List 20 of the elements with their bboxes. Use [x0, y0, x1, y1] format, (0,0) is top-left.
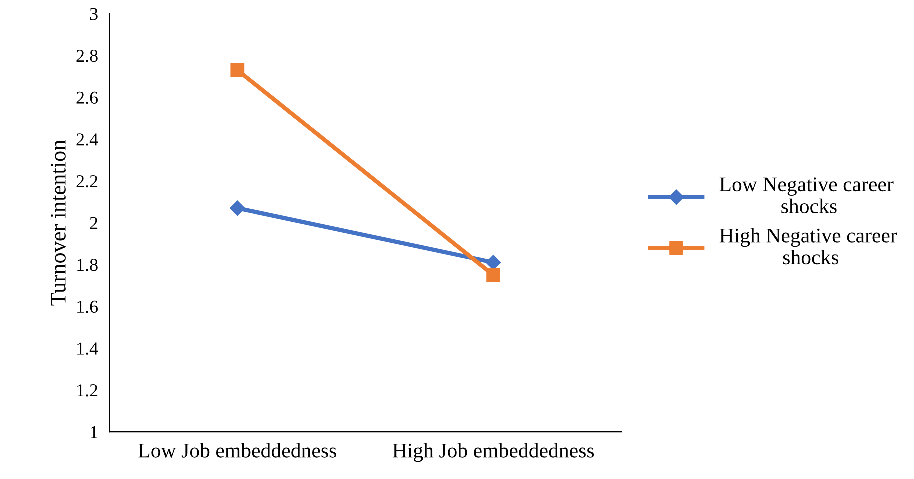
y-tick-label: 1.4: [78, 342, 98, 355]
point: [486, 268, 501, 282]
point: [486, 255, 502, 270]
x-tick-label: Low Job embeddedness: [138, 443, 336, 458]
point: [230, 63, 245, 78]
legend-label: High Negative career shocks: [720, 228, 898, 265]
x-tick-label: High Job embeddedness: [392, 443, 594, 462]
y-tick-label: 2.8: [76, 50, 98, 62]
y-tick-label: 2: [90, 217, 98, 230]
y-tick-label: 1.6: [78, 300, 98, 314]
y-tick-label: 1.2: [78, 384, 98, 397]
y-tick-label: 3: [90, 8, 98, 20]
point: [230, 200, 246, 216]
y-tick-label: 1.8: [78, 259, 98, 272]
y-tick-label: 2.4: [76, 134, 98, 146]
y-tick-label: 2.6: [76, 92, 98, 104]
y-tick-label: 1: [91, 426, 98, 438]
y-axis-title: Turnover intention: [50, 140, 66, 306]
y-tick-label: 2.2: [76, 175, 98, 188]
legend-label: Low Negative career shocks: [720, 178, 894, 214]
